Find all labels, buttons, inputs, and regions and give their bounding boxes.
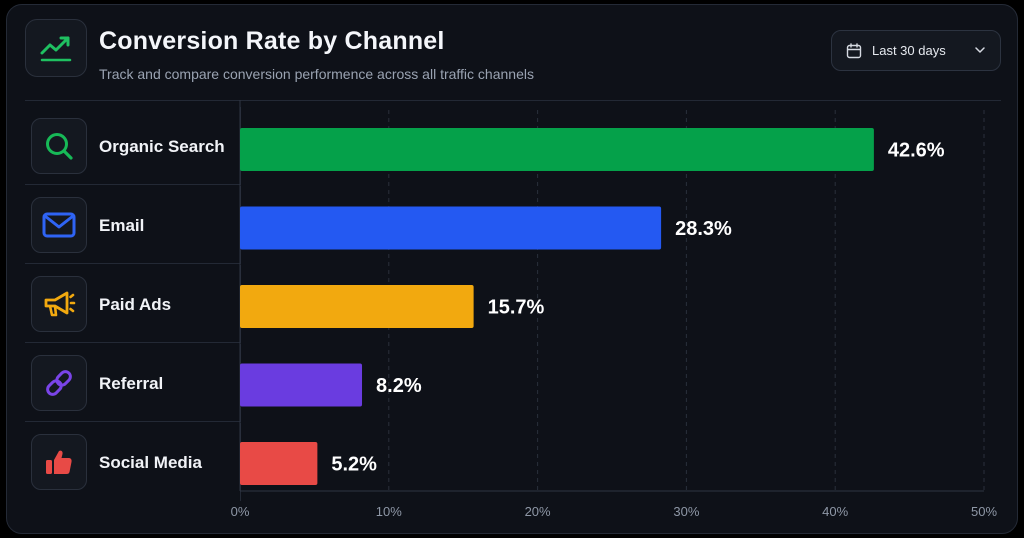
bar-value-label: 5.2% xyxy=(331,454,377,476)
search-icon xyxy=(46,133,73,160)
channel-label: Paid Ads xyxy=(99,295,172,314)
date-range-label: Last 30 days xyxy=(872,43,946,58)
bar-value-label: 8.2% xyxy=(376,375,422,397)
calendar-icon xyxy=(846,42,862,58)
trend-logo xyxy=(25,19,87,77)
channel-row-paid: Paid Ads xyxy=(25,265,241,343)
channel-label: Social Media xyxy=(99,453,202,472)
channel-label: Email xyxy=(99,216,145,235)
bar-value-label: 42.6% xyxy=(888,140,945,162)
bar xyxy=(240,128,874,171)
x-tick-label: 10% xyxy=(376,504,402,519)
email-icon-box xyxy=(31,197,87,253)
referral-icon-box xyxy=(31,355,87,411)
bar-value-label: 28.3% xyxy=(675,218,732,240)
x-tick-label: 0% xyxy=(231,504,250,519)
chevron-down-icon xyxy=(975,47,985,53)
page-title: Conversion Rate by Channel xyxy=(99,27,445,55)
channel-row-email: Email xyxy=(25,186,241,264)
thumbs-up-icon xyxy=(46,450,72,474)
channel-row-organic: Organic Search xyxy=(25,107,241,185)
date-range-dropdown[interactable]: Last 30 days xyxy=(831,30,1001,71)
chart-card: Conversion Rate by Channel Track and com… xyxy=(6,4,1018,534)
channel-row-referral: Referral xyxy=(25,344,241,422)
paid-icon-box xyxy=(31,276,87,332)
channel-row-social: Social Media xyxy=(25,423,241,501)
bar xyxy=(240,285,474,328)
bar xyxy=(240,206,662,250)
x-tick-label: 50% xyxy=(971,504,997,519)
page-subtitle: Track and compare conversion performence… xyxy=(99,66,534,82)
x-tick-label: 20% xyxy=(525,504,551,519)
megaphone-icon xyxy=(44,291,76,317)
trending-up-icon xyxy=(40,36,72,62)
x-tick-label: 40% xyxy=(822,504,848,519)
bar xyxy=(240,363,363,407)
social-icon-box xyxy=(31,434,87,490)
mail-icon xyxy=(42,212,76,238)
channel-label: Organic Search xyxy=(99,137,225,156)
organic-icon-box xyxy=(31,118,87,174)
channel-label: Referral xyxy=(99,374,164,393)
x-tick-label: 30% xyxy=(673,504,699,519)
bar xyxy=(240,442,318,485)
bar-value-label: 15.7% xyxy=(488,297,545,319)
header-divider xyxy=(25,100,1001,101)
link-icon xyxy=(46,370,72,396)
